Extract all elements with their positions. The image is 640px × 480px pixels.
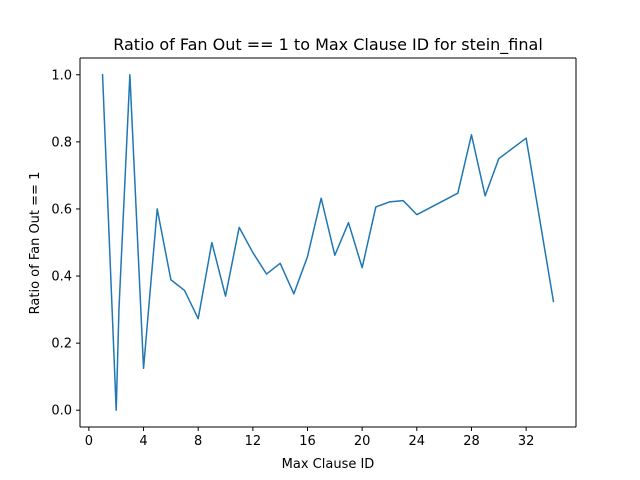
x-axis-ticks: 0 4 8 12 16 20 24 28 32 xyxy=(85,427,535,449)
axes-frame xyxy=(79,57,577,428)
y-tick-label: 1.0 xyxy=(51,68,72,83)
plot-area xyxy=(80,58,576,427)
x-tick-label: 0 xyxy=(85,434,93,449)
y-axis-ticks: 0.0 0.2 0.4 0.6 0.8 1.0 xyxy=(51,68,80,419)
series-layer xyxy=(101,73,555,411)
x-tick-label: 20 xyxy=(354,434,371,449)
y-tick-label: 0.8 xyxy=(51,135,72,150)
x-axis-label: Max Clause ID xyxy=(282,457,375,472)
x-tick-label: 16 xyxy=(299,434,316,449)
y-axis-label: Ratio of Fan Out == 1 xyxy=(28,172,43,315)
x-tick-label: 32 xyxy=(518,434,535,449)
x-tick-label: 8 xyxy=(194,434,202,449)
y-tick-label: 0.6 xyxy=(51,202,72,217)
series-line-0 xyxy=(101,73,555,411)
chart-title: Ratio of Fan Out == 1 to Max Clause ID f… xyxy=(113,35,543,55)
y-tick-label: 0.4 xyxy=(51,270,72,285)
y-tick-label: 0.0 xyxy=(51,404,72,419)
y-tick-label: 0.2 xyxy=(51,337,72,352)
x-tick-label: 12 xyxy=(245,434,262,449)
x-tick-label: 28 xyxy=(463,434,480,449)
x-tick-label: 24 xyxy=(409,434,426,449)
x-tick-label: 4 xyxy=(139,434,147,449)
